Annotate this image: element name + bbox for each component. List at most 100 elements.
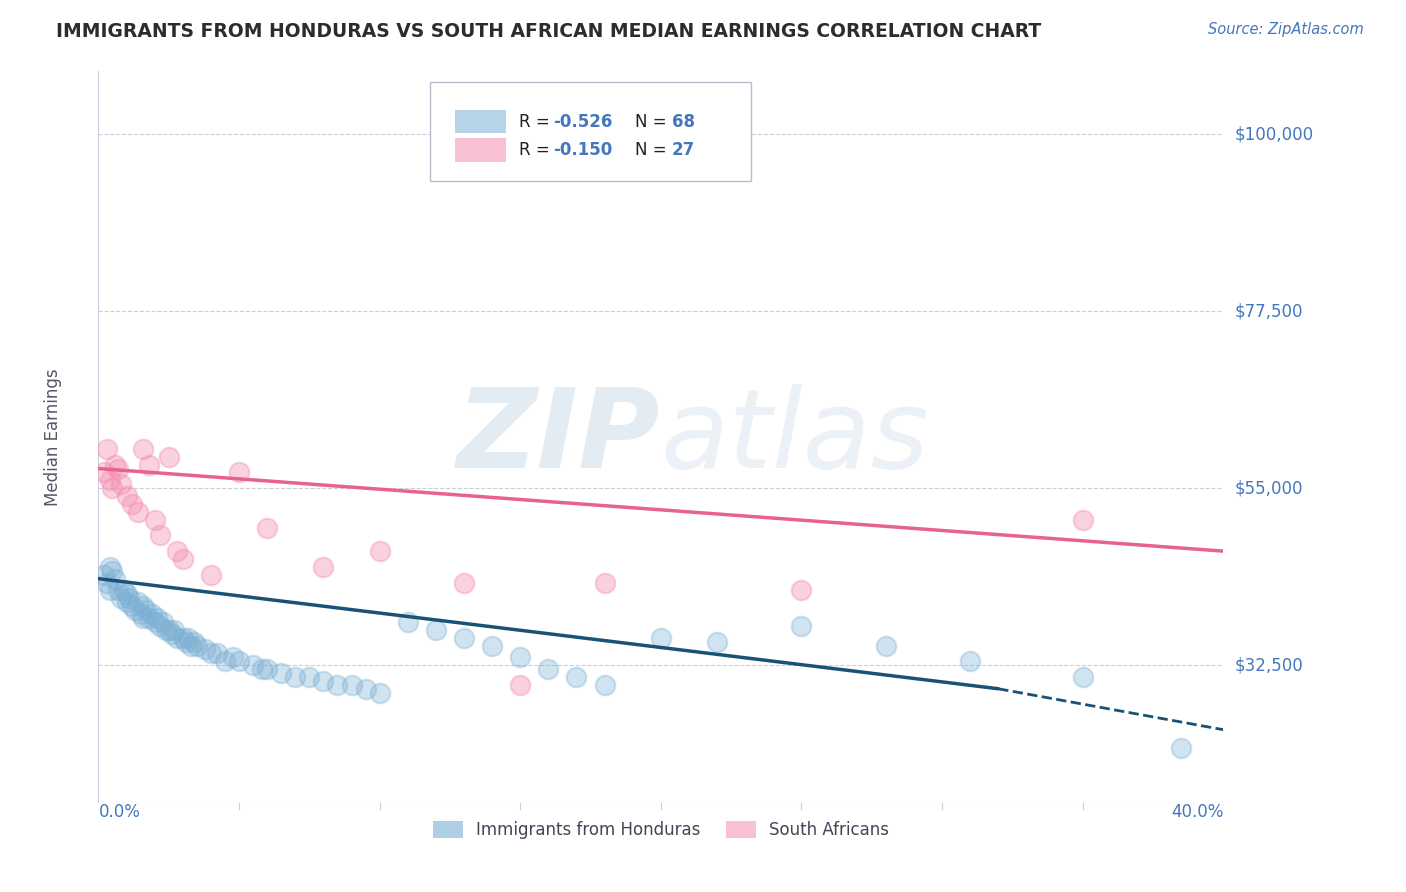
- Point: [593, 575, 616, 590]
- Point: [200, 646, 222, 660]
- Point: [138, 611, 160, 625]
- Point: [312, 559, 335, 574]
- Point: [180, 639, 202, 653]
- Point: [959, 654, 981, 668]
- Point: [104, 458, 127, 472]
- Text: ZIP: ZIP: [457, 384, 661, 491]
- Point: [481, 639, 503, 653]
- Text: R =: R =: [519, 141, 555, 159]
- Point: [214, 654, 236, 668]
- Text: Median Earnings: Median Earnings: [45, 368, 62, 506]
- Point: [194, 642, 217, 657]
- Point: [107, 583, 129, 598]
- Point: [132, 442, 155, 456]
- Point: [368, 686, 391, 700]
- Point: [453, 575, 475, 590]
- Point: [222, 650, 245, 665]
- Point: [110, 591, 132, 606]
- Point: [166, 631, 188, 645]
- Point: [174, 634, 197, 648]
- Point: [149, 528, 172, 542]
- FancyBboxPatch shape: [430, 82, 751, 181]
- Text: 27: 27: [672, 141, 696, 159]
- Point: [155, 623, 177, 637]
- Point: [101, 564, 124, 578]
- Point: [166, 544, 188, 558]
- Point: [340, 678, 363, 692]
- Point: [256, 520, 278, 534]
- Point: [127, 595, 149, 609]
- Point: [132, 599, 155, 614]
- Point: [157, 450, 180, 464]
- Point: [96, 575, 118, 590]
- Point: [1071, 670, 1094, 684]
- Point: [453, 631, 475, 645]
- Point: [115, 489, 138, 503]
- Point: [121, 497, 143, 511]
- Text: R =: R =: [519, 112, 555, 130]
- Point: [121, 599, 143, 614]
- Point: [312, 673, 335, 688]
- Text: atlas: atlas: [661, 384, 929, 491]
- Point: [124, 603, 146, 617]
- Text: $77,500: $77,500: [1234, 302, 1303, 320]
- Point: [160, 626, 183, 640]
- Point: [127, 505, 149, 519]
- Point: [143, 513, 166, 527]
- Point: [141, 607, 163, 621]
- Point: [1071, 513, 1094, 527]
- Point: [790, 583, 813, 598]
- Point: [104, 572, 127, 586]
- Point: [177, 631, 200, 645]
- Text: N =: N =: [636, 112, 672, 130]
- Point: [509, 650, 531, 665]
- Point: [1170, 740, 1192, 755]
- Point: [129, 607, 152, 621]
- Text: 40.0%: 40.0%: [1171, 803, 1223, 821]
- Point: [152, 615, 174, 629]
- Point: [172, 631, 194, 645]
- Point: [228, 654, 250, 668]
- Point: [138, 458, 160, 472]
- Point: [326, 678, 349, 692]
- Point: [98, 583, 121, 598]
- Point: [565, 670, 588, 684]
- Point: [256, 662, 278, 676]
- Point: [98, 473, 121, 487]
- Point: [135, 603, 157, 617]
- Point: [118, 591, 141, 606]
- Point: [228, 466, 250, 480]
- Text: Source: ZipAtlas.com: Source: ZipAtlas.com: [1208, 22, 1364, 37]
- Text: IMMIGRANTS FROM HONDURAS VS SOUTH AFRICAN MEDIAN EARNINGS CORRELATION CHART: IMMIGRANTS FROM HONDURAS VS SOUTH AFRICA…: [56, 22, 1042, 41]
- Point: [186, 639, 208, 653]
- Point: [368, 544, 391, 558]
- Text: -0.150: -0.150: [553, 141, 612, 159]
- Text: N =: N =: [636, 141, 672, 159]
- Text: $55,000: $55,000: [1234, 479, 1303, 497]
- Point: [93, 466, 115, 480]
- Point: [537, 662, 560, 676]
- FancyBboxPatch shape: [456, 138, 506, 162]
- Point: [107, 461, 129, 475]
- Point: [110, 477, 132, 491]
- Text: 0.0%: 0.0%: [98, 803, 141, 821]
- Text: 68: 68: [672, 112, 695, 130]
- Legend: Immigrants from Honduras, South Africans: Immigrants from Honduras, South Africans: [426, 814, 896, 846]
- Point: [143, 615, 166, 629]
- Point: [157, 623, 180, 637]
- Point: [101, 481, 124, 495]
- Point: [205, 646, 228, 660]
- Point: [96, 442, 118, 456]
- Text: $100,000: $100,000: [1234, 125, 1313, 144]
- Point: [509, 678, 531, 692]
- Point: [284, 670, 307, 684]
- Point: [115, 595, 138, 609]
- Point: [250, 662, 273, 676]
- Point: [790, 619, 813, 633]
- Point: [149, 619, 172, 633]
- Point: [98, 559, 121, 574]
- Point: [183, 634, 205, 648]
- Point: [200, 567, 222, 582]
- Point: [132, 611, 155, 625]
- Point: [298, 670, 321, 684]
